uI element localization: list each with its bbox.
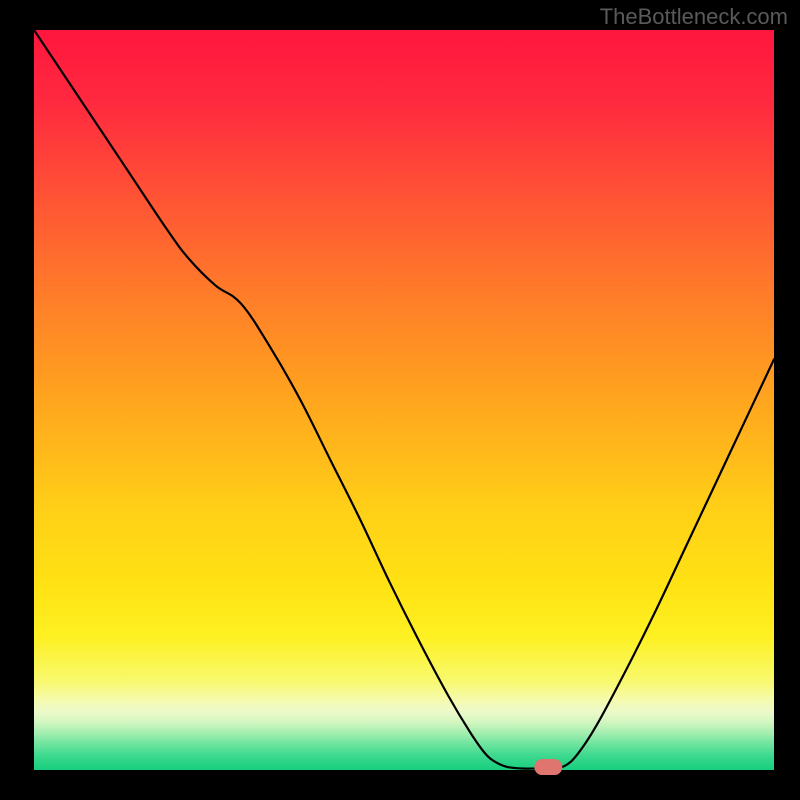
watermark-text: TheBottleneck.com bbox=[600, 4, 788, 30]
bottleneck-chart bbox=[0, 0, 800, 800]
chart-container: TheBottleneck.com bbox=[0, 0, 800, 800]
optimal-marker bbox=[534, 759, 562, 775]
plot-background bbox=[34, 30, 774, 770]
